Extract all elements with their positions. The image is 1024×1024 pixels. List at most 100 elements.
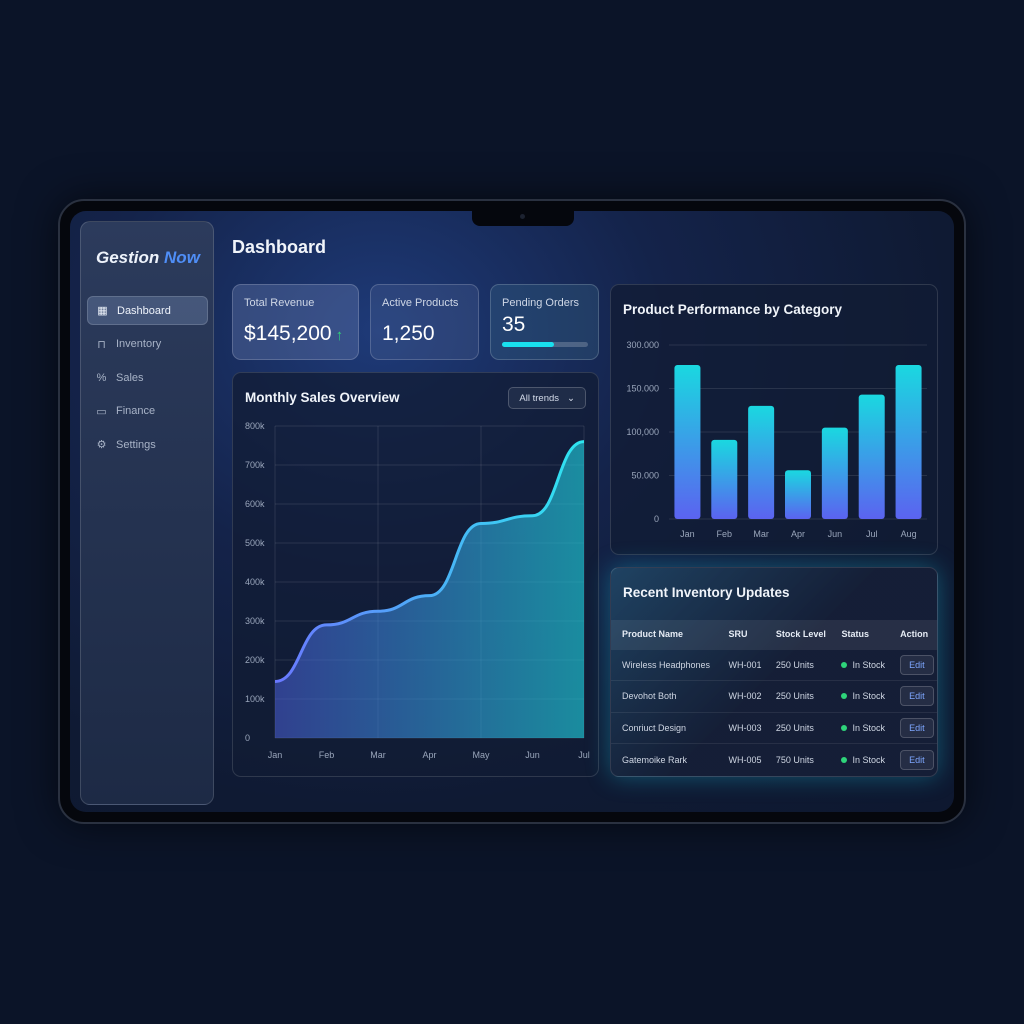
x-tick-label: Feb [717, 529, 733, 539]
bar-jan [674, 365, 701, 519]
monthly-sales-chart: 0 100k 200k 300k 400k 500k 600k 700k 800k Jan Feb M… [245, 421, 590, 760]
sku: WH-001 [717, 648, 765, 681]
edit-button[interactable]: Edit [900, 749, 934, 770]
sidebar-item-dashboard[interactable]: ▦ Dashboard [87, 296, 208, 325]
status-badge: In Stock [830, 743, 890, 775]
sidebar: Gestion Now ▦ Dashboard ⊓ Inventory% Sales ▭ F… [80, 221, 214, 805]
x-tick-label: Jun [828, 529, 843, 539]
sku: WH-002 [717, 680, 765, 712]
sales-line [274, 440, 585, 683]
page-title: Dashboard [232, 237, 327, 257]
y-tick-label: 150.000 [626, 384, 659, 394]
pending-progress [502, 342, 588, 347]
y-tick-label: 300k [245, 616, 265, 626]
y-tick-label: 100,000 [626, 427, 659, 437]
sku: WH-005 [717, 743, 765, 775]
column-header: SRU [717, 620, 765, 649]
stock-level: 250 Units [764, 680, 831, 712]
table-row: Devohot Both WH-002 250 Units In Stock Edit [611, 680, 937, 712]
sidebar-item-label: Inventory [116, 338, 162, 350]
x-tick-label: Jan [680, 529, 695, 539]
status-dot-icon [841, 724, 848, 731]
status-badge: In Stock [830, 648, 890, 681]
sidebar-item-finance[interactable]: ▭ Finance [87, 397, 208, 426]
sidebar-item-sales[interactable]: % Sales [87, 363, 208, 392]
y-tick-label: 600k [245, 499, 265, 509]
bar-mar [748, 405, 775, 519]
screen: Gestion Now ▦ Dashboard ⊓ Inventory% Sales ▭ F… [70, 211, 954, 812]
gear-icon: ⚙ [96, 439, 107, 451]
x-tick-label: Mar [370, 750, 386, 760]
tablet-frame: Gestion Now ▦ Dashboard ⊓ Inventory% Sales ▭ F… [58, 199, 966, 824]
column-header: Action [889, 620, 937, 649]
table-row: Gatemoike Rark WH-005 750 Units In Stock Edi… [611, 743, 937, 775]
bar-jul [858, 394, 885, 519]
monthly-sales-panel: Monthly Sales Overview All trends ⌄ 0 100k… [232, 372, 599, 777]
x-tick-label: May [472, 750, 490, 760]
x-tick-label: Apr [422, 750, 436, 760]
x-tick-label: Jan [268, 750, 283, 760]
inventory-table: Product Name SRU Stock Level Status Action Wi… [611, 620, 937, 775]
y-tick-label: 0 [654, 514, 659, 524]
bar-jun [821, 427, 848, 519]
trend-dropdown[interactable]: All trends ⌄ [508, 387, 586, 409]
sidebar-nav: ▦ Dashboard ⊓ Inventory% Sales ▭ Finance ⚙ Setti… [87, 296, 208, 464]
stock-level: 750 Units [764, 743, 831, 775]
y-tick-label: 400k [245, 577, 265, 587]
product-name: Devohot Both [611, 680, 718, 712]
x-tick-label: Mar [753, 529, 769, 539]
sidebar-item-inventory[interactable]: ⊓ Inventory [87, 330, 208, 359]
y-tick-label: 800k [245, 421, 265, 431]
product-name: Wireless Headphones [611, 648, 718, 681]
x-tick-label: Apr [791, 529, 805, 539]
x-tick-label: Jul [578, 750, 590, 760]
column-header: Status [830, 620, 890, 649]
status-dot-icon [841, 693, 848, 700]
y-tick-label: 100k [245, 694, 265, 704]
y-tick-label: 0 [245, 733, 250, 743]
status-dot-icon [841, 756, 848, 763]
sidebar-item-label: Dashboard [117, 304, 171, 317]
status-badge: In Stock [830, 711, 890, 744]
x-tick-label: Aug [901, 529, 917, 539]
bar-aug [895, 365, 922, 519]
y-tick-label: 50.000 [631, 471, 659, 481]
category-panel: Product Performance by Category 0 50.000 1… [610, 284, 938, 555]
product-name: Gatemoike Rark [611, 743, 718, 775]
kpi-active-products: Active Products 1,250 [370, 284, 479, 360]
kpi-pending-orders: Pending Orders 35 [490, 284, 599, 360]
sku: WH-003 [717, 711, 765, 744]
product-name: Conriuct Design [611, 711, 718, 744]
status-dot-icon [841, 661, 848, 668]
arrow-up-icon: ↑ [335, 327, 344, 344]
camera-notch [472, 211, 574, 226]
sidebar-item-settings[interactable]: ⚙ Settings [87, 430, 208, 459]
stock-level: 250 Units [764, 711, 831, 744]
sales-icon: % [96, 371, 107, 384]
edit-button[interactable]: Edit [900, 686, 934, 707]
stock-level: 250 Units [764, 648, 831, 681]
table-row: Wireless Headphones WH-001 250 Units In Sto… [611, 648, 937, 681]
edit-button[interactable]: Edit [900, 717, 934, 738]
bar-apr [785, 470, 811, 519]
grid-icon: ▦ [97, 305, 108, 317]
y-tick-label: 300.000 [626, 340, 659, 350]
y-tick-label: 200k [245, 655, 265, 665]
column-header: Stock Level [764, 620, 831, 649]
sidebar-item-label: Sales [116, 371, 144, 384]
x-tick-label: Jun [525, 750, 540, 760]
x-tick-label: Jul [866, 529, 878, 539]
sales-area [275, 441, 584, 738]
wallet-icon: ▭ [96, 405, 107, 418]
category-bar-chart: 0 50.000 100,000 150.000 300.000 Jan Feb Mar Apr… [626, 340, 927, 539]
inventory-panel: Recent Inventory Updates Product Name SRU… [610, 567, 938, 777]
kpi-total-revenue: Total Revenue $145,200 ↑ [232, 284, 359, 360]
x-tick-label: Feb [319, 750, 335, 760]
bar-feb [711, 439, 738, 519]
table-row: Conriuct Design WH-003 250 Units In Stock Ed… [611, 711, 937, 744]
status-badge: In Stock [830, 680, 890, 712]
y-tick-label: 500k [245, 538, 265, 548]
column-header: Product Name [611, 620, 718, 649]
edit-button[interactable]: Edit [900, 654, 934, 675]
sidebar-item-label: Settings [116, 438, 156, 451]
